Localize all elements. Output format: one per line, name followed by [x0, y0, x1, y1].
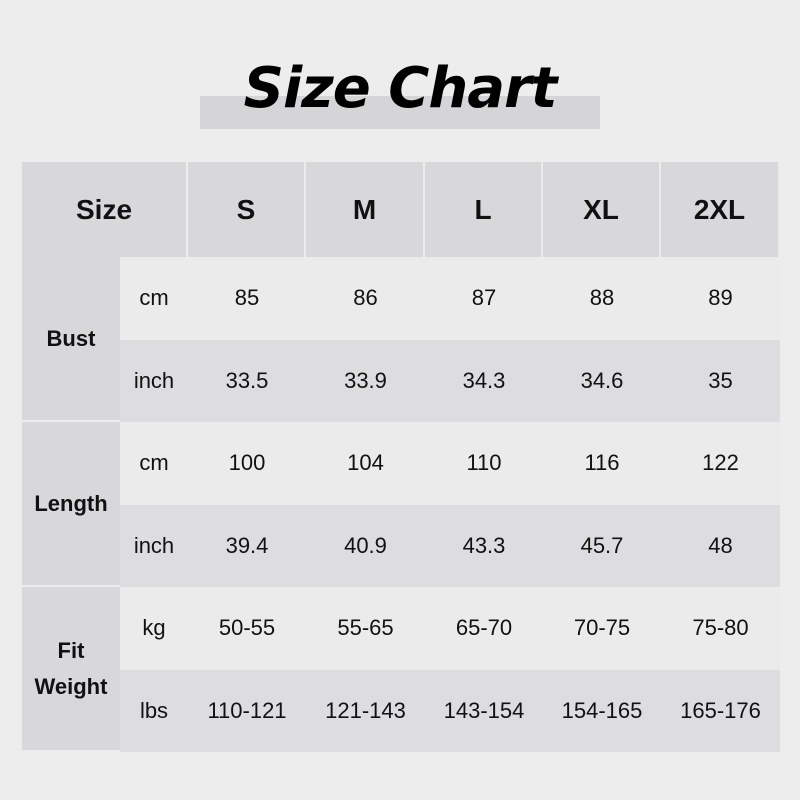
header-size-m: M [306, 162, 425, 257]
table-cell: 110 [425, 422, 543, 505]
table-cell: 89 [661, 257, 780, 340]
unit-label: inch [120, 504, 188, 587]
size-table: Size S M L XL 2XL Bust cm 85 86 87 88 89 inch 33.5 33.… [22, 162, 780, 752]
table-cell: 40.9 [306, 504, 425, 587]
unit-label: inch [120, 339, 188, 422]
table-cell: 70-75 [543, 587, 661, 670]
table-cell: 85 [188, 257, 306, 340]
table-cell: 65-70 [425, 587, 543, 670]
table-cell: 165-176 [661, 669, 780, 752]
header-size-s: S [188, 162, 306, 257]
table-cell: 33.5 [188, 339, 306, 422]
header-size-l: L [425, 162, 543, 257]
table-cell: 45.7 [543, 504, 661, 587]
table-cell: 50-55 [188, 587, 306, 670]
unit-label: kg [120, 587, 188, 670]
table-cell: 43.3 [425, 504, 543, 587]
table-cell: 88 [543, 257, 661, 340]
table-cell: 34.3 [425, 339, 543, 422]
table-cell: 104 [306, 422, 425, 505]
header-size-xl: XL [543, 162, 661, 257]
table-cell: 48 [661, 504, 780, 587]
table-cell: 121-143 [306, 669, 425, 752]
header-size-2xl: 2XL [661, 162, 780, 257]
table-cell: 100 [188, 422, 306, 505]
row-label-length: Length [22, 422, 120, 587]
table-cell: 143-154 [425, 669, 543, 752]
table-cell: 35 [661, 339, 780, 422]
page-title: Size Chart [243, 56, 558, 121]
table-cell: 75-80 [661, 587, 780, 670]
row-label-fit-weight: Fit Weight [22, 587, 120, 752]
table-cell: 87 [425, 257, 543, 340]
table-cell: 39.4 [188, 504, 306, 587]
table-cell: 34.6 [543, 339, 661, 422]
header-size: Size [22, 162, 188, 257]
table-cell: 116 [543, 422, 661, 505]
unit-label: lbs [120, 669, 188, 752]
unit-label: cm [120, 422, 188, 505]
table-cell: 122 [661, 422, 780, 505]
table-cell: 154-165 [543, 669, 661, 752]
unit-label: cm [120, 257, 188, 340]
table-cell: 110-121 [188, 669, 306, 752]
table-cell: 86 [306, 257, 425, 340]
title-highlight-bar [200, 96, 600, 129]
table-cell: 33.9 [306, 339, 425, 422]
table-cell: 55-65 [306, 587, 425, 670]
row-label-bust: Bust [22, 257, 120, 422]
